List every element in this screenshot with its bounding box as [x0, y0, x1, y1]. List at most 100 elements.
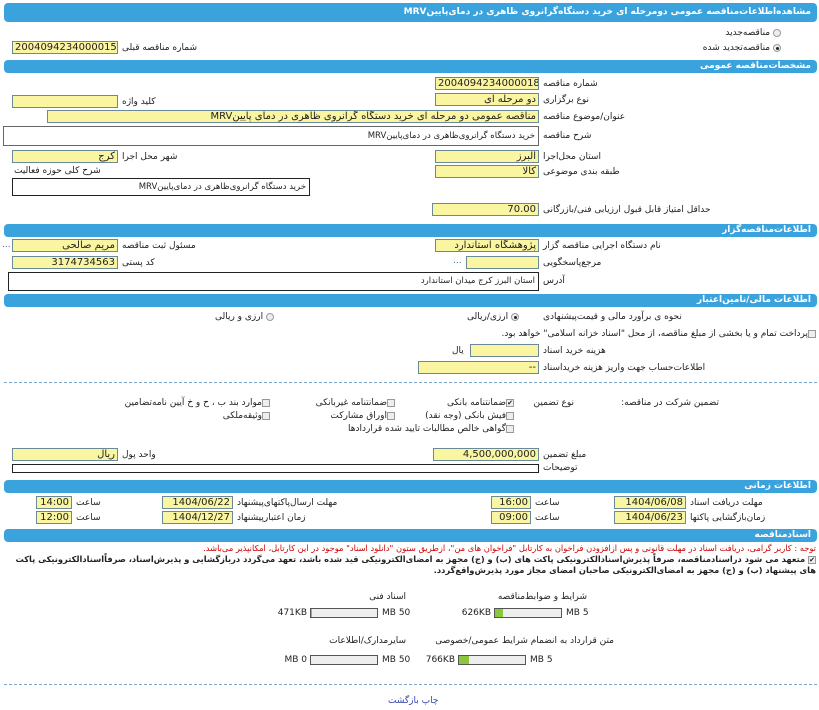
guarantee-option[interactable]: اوراق مشارکت — [330, 411, 395, 421]
label: طبقه بندی موضوعی — [543, 167, 620, 177]
doc-deadline-time: 16:00 — [491, 496, 531, 509]
score-field: 70.00 — [432, 203, 539, 216]
reference-field — [466, 256, 539, 269]
checkbox-icon[interactable] — [262, 398, 270, 407]
radio-label: مناقصه‌جدید — [725, 28, 771, 38]
file-max: 5 MB — [530, 655, 553, 665]
label: حداقل امتیاز قابل قبول ارزیابی فنی/بازرگ… — [543, 205, 711, 215]
label: واحد پول — [122, 450, 156, 460]
more-link[interactable]: ... — [2, 240, 11, 250]
org-field: پژوهشگاه استاندارد — [435, 239, 539, 252]
section-general: مشخصات‌مناقصه عمومی — [4, 60, 817, 73]
checkbox-icon[interactable] — [808, 329, 816, 338]
guarantee-option[interactable]: ضمانتنامه غیربانکی — [316, 398, 395, 408]
section-finance: اطلاعات مالی/تامین‌اعتبار — [4, 294, 817, 307]
file-progress-bar — [310, 608, 378, 618]
checkbox-icon[interactable] — [506, 411, 514, 420]
label: شماره مناقصه — [543, 79, 598, 89]
label: ساعت — [76, 513, 101, 523]
label: ساعت — [535, 498, 560, 508]
radio-icon[interactable] — [773, 28, 781, 37]
section-documents: اسنادمناقصه — [4, 529, 817, 542]
label: زمان اعتبارپیشنهاد — [237, 513, 306, 523]
label: مبلغ تضمین — [543, 450, 587, 460]
file-max: 50 MB — [382, 608, 411, 618]
checkbox-label: وثیقه‌ملکی — [222, 411, 262, 421]
label: شرح مناقصه — [543, 131, 592, 141]
file-progress-bar — [458, 655, 526, 665]
label: ساعت — [535, 513, 560, 523]
province-field: البرز — [435, 150, 539, 163]
checkbox-icon[interactable]: ✔ — [506, 398, 514, 407]
guarantee-option[interactable]: گواهی خالص مطالبات تایید شده قراردادها — [348, 424, 514, 434]
checkbox-icon[interactable]: ✔ — [808, 555, 816, 564]
divider — [4, 382, 817, 383]
file-label: سایرمدارک/اطلاعات — [329, 636, 406, 646]
treasury-checkbox[interactable]: پرداخت تمام و یا بخشی از مبلغ مناقصه، از… — [501, 329, 816, 339]
footer-links: چاپ بازگشت — [388, 696, 438, 706]
radio-label: مناقصه‌تجدید شده — [702, 43, 771, 53]
checkbox-icon[interactable] — [387, 411, 395, 420]
keyword-field — [12, 95, 118, 108]
label: کد پستی — [122, 258, 155, 268]
radio-renewed-tender[interactable]: مناقصه‌تجدید شده — [703, 43, 781, 53]
section-organizer: اطلاعات‌مناقصه‌گزار — [4, 224, 817, 237]
file-size: 626KB — [461, 608, 491, 618]
radio-currency-and-rial[interactable]: ارزی و ریالی — [215, 312, 274, 322]
guarantee-amount: 4,500,000,000 — [433, 448, 539, 461]
commitment-text: متعهد می شود دراسنادمناقصه، صرفاً پذیرش‌… — [15, 554, 816, 575]
divider — [4, 684, 817, 685]
label: تضمین شرکت در مناقصه: — [621, 398, 719, 408]
commitment-text: پیشنهاد (ب) و (ج) مجهز به امضای‌الکترونی… — [433, 565, 797, 575]
notice-text: توجه : کاربر گرامی، دریافت اسناد در مهلت… — [203, 543, 816, 553]
label: کلید واژه — [122, 97, 156, 107]
label: نحوه ی برآورد مالی و قیمت‌پیشنهادی — [543, 312, 682, 322]
description-box: خرید دستگاه گرانروی‌ظاهری در دمای‌پایینM… — [3, 126, 539, 146]
label: نوع تضمین — [533, 398, 574, 408]
postal-code-field: 3174734563 — [12, 256, 118, 269]
section-timing: اطلاعات زمانی — [4, 480, 817, 493]
tender-number: 2004094234000018 — [435, 77, 539, 90]
guarantee-option[interactable]: فیش بانکی (وجه نقد) — [425, 411, 514, 421]
currency-field: ریال — [12, 448, 118, 461]
checkbox-label: موارد بند ب ، ح و خ آیین نامه‌تضامین — [124, 398, 262, 408]
label: استان محل‌اجرا — [543, 152, 601, 162]
opening-date: 1404/06/23 — [614, 511, 686, 524]
guarantee-option[interactable]: ✔ضمانتنامه بانکی — [447, 398, 514, 408]
label: عنوان/موضوع مناقصه — [543, 112, 626, 122]
radio-icon[interactable] — [773, 43, 781, 52]
validity-time: 12:00 — [36, 511, 72, 524]
validity-date: 1404/12/27 — [162, 511, 233, 524]
radio-currency-rial[interactable]: ارزی/ریالی — [467, 312, 519, 322]
account-field: -- — [418, 361, 539, 374]
more-link[interactable]: ... — [453, 256, 462, 266]
label: اطلاعات‌حساب جهت واریز هزینه خریداسناد — [543, 363, 706, 373]
checkbox-icon[interactable] — [262, 411, 270, 420]
print-link[interactable]: چاپ — [421, 696, 439, 706]
checkbox-icon[interactable] — [387, 398, 395, 407]
city-field: کرج — [12, 150, 118, 163]
label: زمان‌بازگشایی پاکتها — [690, 513, 766, 523]
back-link[interactable]: بازگشت — [388, 696, 419, 706]
label: نوع برگزاری — [543, 95, 589, 105]
radio-icon[interactable] — [511, 312, 519, 321]
category-field: کالا — [435, 165, 539, 178]
radio-icon[interactable] — [266, 312, 274, 321]
guarantee-option[interactable]: موارد بند ب ، ح و خ آیین نامه‌تضامین — [125, 398, 270, 408]
radio-new-tender[interactable]: مناقصه‌جدید — [725, 28, 781, 38]
label: مرجع‌پاسخگویی — [543, 258, 602, 268]
checkbox-label: فیش بانکی (وجه نقد) — [425, 411, 506, 421]
commitment-checkbox[interactable]: ✔ متعهد می شود دراسنادمناقصه، صرفاً پذیر… — [3, 554, 816, 576]
file-max: 5 MB — [566, 608, 589, 618]
file-max: 50 MB — [382, 655, 411, 665]
page-title: مشاهده‌اطلاعات‌مناقصه عمومی دومرحله ای خ… — [4, 3, 817, 22]
file-size: 471KB — [277, 608, 307, 618]
label: نام دستگاه اجرایی مناقصه گزار — [543, 241, 661, 251]
method-field: دو مرحله ای — [435, 93, 539, 106]
checkbox-icon[interactable] — [506, 424, 514, 433]
guarantee-option[interactable]: وثیقه‌ملکی — [223, 411, 270, 421]
responsible-field: مریم صالحی — [12, 239, 118, 252]
address-box: استان البرز کرج میدان استاندارد — [8, 272, 539, 291]
radio-label: ارزی/ریالی — [467, 312, 509, 322]
file-progress-fill — [459, 656, 469, 664]
